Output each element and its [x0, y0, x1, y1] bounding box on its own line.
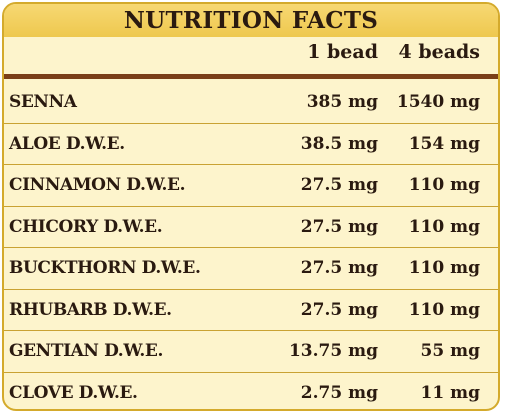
nutrition-table-body: SENNA 385 mg 1540 mg ALOE D.W.E. 38.5 mg…: [4, 82, 498, 410]
amount-4-beads: 110 mg: [408, 175, 480, 195]
amount-4-beads: 55 mg: [420, 341, 480, 361]
amount-4-beads: 1540 mg: [396, 92, 480, 112]
ingredient-name: GENTIAN D.W.E.: [9, 341, 163, 361]
amount-1-bead: 13.75 mg: [288, 341, 378, 361]
panel-title: NUTRITION FACTS: [123, 7, 379, 34]
table-row: CHICORY D.W.E. 27.5 mg 110 mg: [4, 207, 498, 248]
ingredient-name: ALOE D.W.E.: [9, 133, 125, 154]
ingredient-name: SENNA: [9, 92, 77, 112]
column-header-1-bead: 1 bead: [307, 41, 378, 63]
ingredient-name: RHUBARB D.W.E.: [9, 299, 172, 320]
amount-4-beads: 110 mg: [408, 299, 480, 320]
table-row: BUCKTHORN D.W.E. 27.5 mg 110 mg: [4, 248, 498, 290]
amount-1-bead: 27.5 mg: [300, 258, 378, 278]
table-row: SENNA 385 mg 1540 mg: [4, 82, 498, 124]
amount-1-bead: 27.5 mg: [300, 175, 378, 195]
amount-1-bead: 27.5 mg: [300, 216, 378, 237]
header-divider: [4, 74, 498, 79]
nutrition-facts-panel: NUTRITION FACTS 1 bead 4 beads SENNA 385…: [2, 2, 500, 411]
amount-4-beads: 154 mg: [408, 133, 480, 154]
ingredient-name: CINNAMON D.W.E.: [9, 175, 186, 195]
amount-1-bead: 38.5 mg: [300, 133, 378, 154]
ingredient-name: CLOVE D.W.E.: [9, 382, 138, 403]
amount-4-beads: 110 mg: [408, 216, 480, 237]
table-row: ALOE D.W.E. 38.5 mg 154 mg: [4, 124, 498, 165]
amount-1-bead: 27.5 mg: [300, 299, 378, 320]
table-row: GENTIAN D.W.E. 13.75 mg 55 mg: [4, 331, 498, 373]
amount-4-beads: 11 mg: [420, 382, 480, 403]
ingredient-name: CHICORY D.W.E.: [9, 216, 163, 237]
column-header-4-beads: 4 beads: [398, 41, 480, 63]
ingredient-name: BUCKTHORN D.W.E.: [9, 258, 201, 278]
table-row: CINNAMON D.W.E. 27.5 mg 110 mg: [4, 165, 498, 207]
amount-4-beads: 110 mg: [408, 258, 480, 278]
amount-1-bead: 2.75 mg: [300, 382, 378, 403]
title-bar: NUTRITION FACTS: [4, 4, 498, 37]
table-row: RHUBARB D.W.E. 27.5 mg 110 mg: [4, 290, 498, 331]
amount-1-bead: 385 mg: [306, 92, 378, 112]
table-row: CLOVE D.W.E. 2.75 mg 11 mg: [4, 373, 498, 410]
